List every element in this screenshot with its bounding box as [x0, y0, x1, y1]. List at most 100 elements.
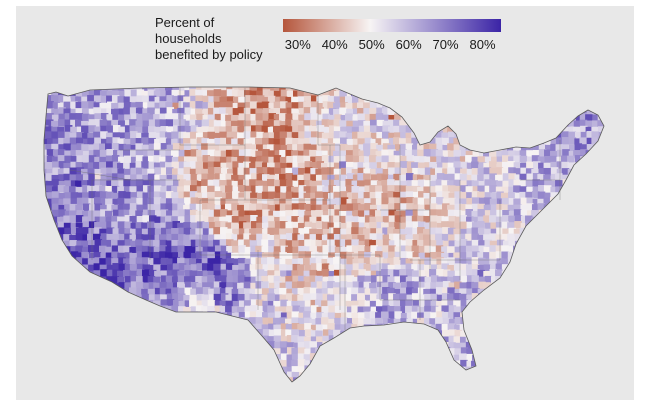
county-tile — [58, 192, 67, 201]
county-tile — [375, 378, 384, 382]
county-tile — [376, 372, 384, 380]
county-tile — [537, 119, 545, 128]
county-tile — [214, 342, 223, 350]
county-tile — [280, 186, 288, 194]
county-tile — [358, 312, 366, 320]
county-tile — [202, 354, 211, 363]
county-tile — [304, 125, 312, 134]
county-tile — [111, 179, 119, 188]
county-tile — [117, 330, 126, 338]
county-tile — [190, 215, 198, 223]
county-tile — [327, 149, 336, 158]
county-tile — [507, 335, 515, 343]
county-tile — [514, 150, 523, 159]
county-tile — [340, 246, 348, 255]
county-tile — [557, 383, 565, 391]
county-tile — [466, 192, 474, 200]
county-tile — [508, 341, 517, 350]
county-tile — [142, 174, 150, 183]
county-tile — [550, 239, 558, 248]
county-tile — [237, 372, 246, 380]
county-tile — [322, 150, 330, 159]
county-tile — [214, 354, 223, 362]
county-tile — [561, 174, 569, 183]
county-tile — [69, 306, 77, 314]
county-tile — [82, 378, 91, 382]
county-tile — [580, 198, 589, 207]
county-tile — [226, 258, 234, 266]
county-tile — [345, 144, 353, 153]
county-tile — [292, 167, 300, 175]
county-tile — [345, 96, 353, 104]
county-tile — [220, 269, 229, 278]
county-tile — [249, 137, 257, 145]
county-tile — [142, 102, 151, 110]
county-tile — [321, 204, 329, 213]
county-tile — [51, 323, 59, 331]
county-tile — [310, 251, 319, 260]
county-tile — [267, 179, 275, 187]
county-tile — [405, 305, 413, 314]
county-tile — [508, 119, 517, 128]
county-tile — [508, 132, 517, 141]
county-tile — [441, 311, 450, 320]
county-tile — [531, 155, 540, 163]
county-tile — [51, 108, 59, 117]
county-tile — [274, 204, 283, 212]
county-tile — [489, 240, 498, 249]
county-tile — [75, 269, 83, 277]
county-tile — [573, 101, 581, 109]
county-tile — [586, 192, 595, 200]
county-tile — [436, 371, 445, 380]
county-tile — [454, 324, 462, 333]
county-tile — [154, 306, 162, 315]
county-tile — [261, 294, 269, 303]
county-tile — [567, 96, 576, 105]
county-tile — [309, 318, 318, 327]
county-tile — [382, 234, 391, 243]
county-tile — [297, 89, 305, 97]
county-tile — [51, 275, 59, 283]
county-tile — [70, 198, 79, 206]
county-tile — [111, 185, 120, 194]
county-tile — [567, 155, 575, 164]
county-tile — [387, 185, 395, 193]
county-tile — [447, 114, 455, 123]
county-tile — [268, 102, 276, 111]
county-tile — [148, 318, 156, 327]
county-tile — [579, 234, 587, 242]
county-tile — [231, 125, 240, 134]
county-tile — [255, 150, 263, 159]
county-tile — [495, 138, 504, 146]
county-tile — [598, 89, 604, 97]
county-tile — [478, 87, 486, 93]
county-tile — [603, 138, 604, 147]
county-tile — [298, 96, 306, 104]
county-tile — [63, 341, 71, 349]
county-tile — [322, 191, 331, 200]
county-tile — [81, 155, 90, 163]
county-tile — [352, 359, 360, 368]
county-tile — [442, 269, 451, 277]
county-tile — [430, 341, 438, 350]
county-tile — [274, 264, 282, 272]
county-tile — [117, 114, 126, 123]
county-tile — [573, 209, 582, 217]
county-tile — [489, 120, 498, 128]
county-tile — [568, 185, 577, 193]
county-tile — [351, 87, 360, 91]
county-tile — [303, 270, 312, 279]
county-tile — [412, 318, 421, 327]
county-tile — [166, 270, 175, 278]
county-tile — [417, 239, 425, 248]
county-tile — [63, 264, 72, 273]
county-tile — [201, 143, 209, 151]
county-tile — [351, 312, 359, 321]
county-tile — [111, 239, 119, 248]
county-tile — [111, 143, 120, 151]
county-tile — [226, 131, 235, 140]
county-tile — [501, 342, 509, 350]
county-tile — [112, 336, 120, 345]
county-tile — [442, 203, 450, 211]
county-tile — [135, 342, 143, 351]
